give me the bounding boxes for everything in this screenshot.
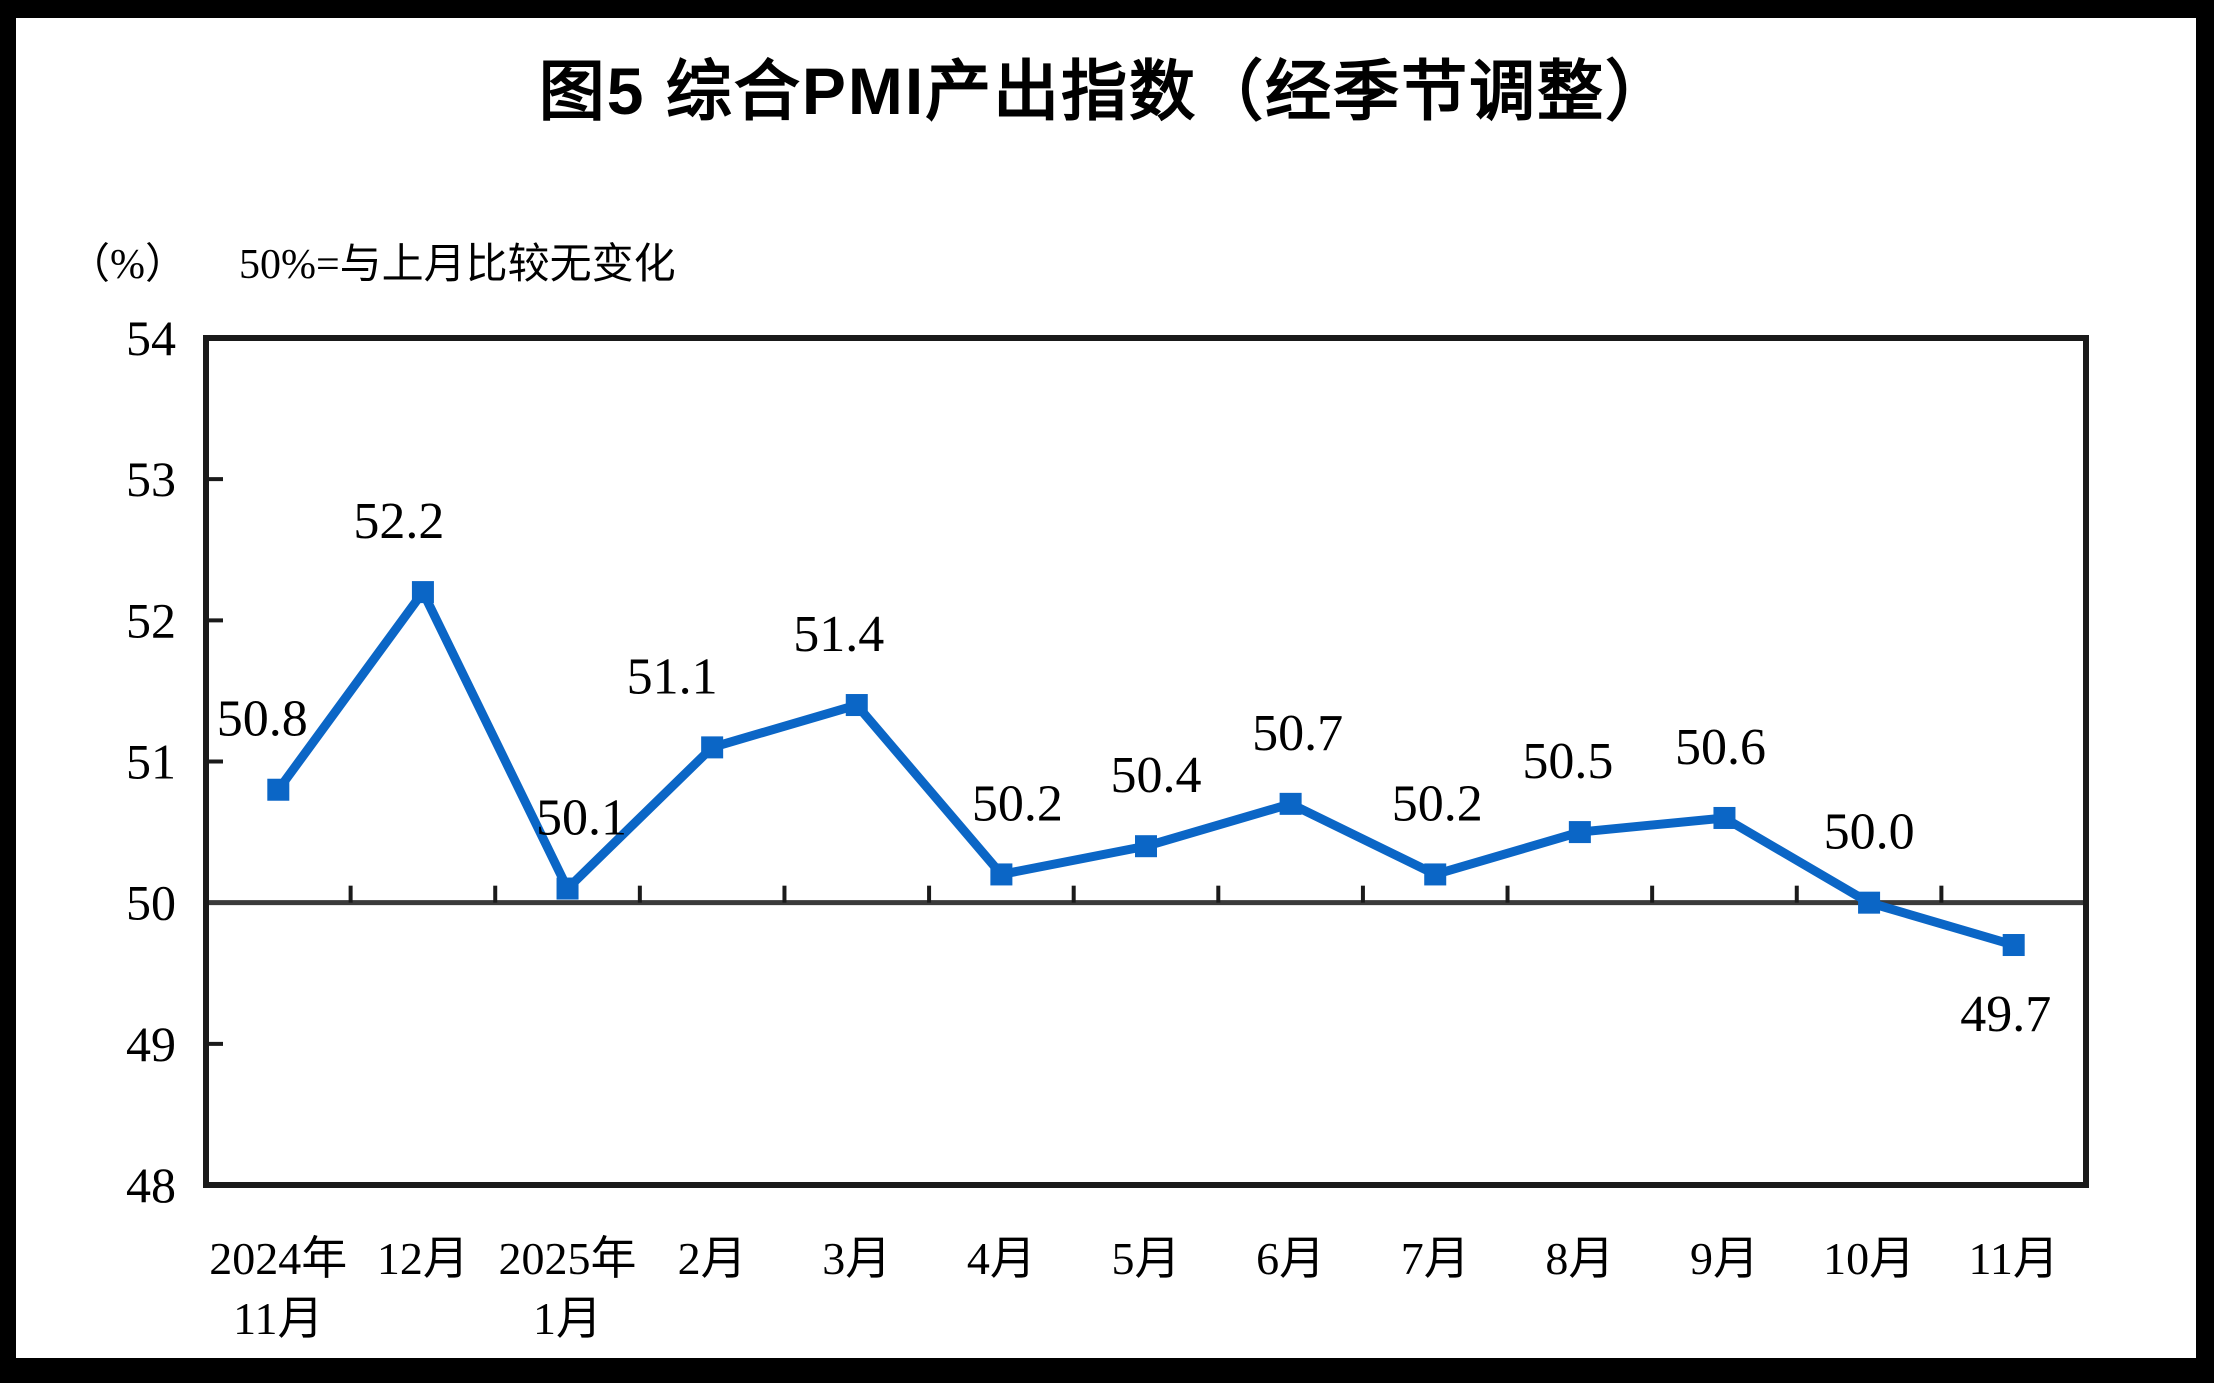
x-axis-label: 11月 xyxy=(233,1293,323,1344)
data-point-marker xyxy=(1858,891,1881,914)
chart-subtitle: （%） 50%=与上月比较无变化 xyxy=(68,230,676,291)
chart-canvas: 50.8 52.2 50.1 51.1 51.4 50.2 50.4 50.7 50.2 50.5… xyxy=(126,310,2089,1344)
y-axis-label: 54 xyxy=(126,310,176,366)
data-point-marker xyxy=(2002,934,2025,957)
data-label: 50.2 xyxy=(1392,775,1483,832)
data-point-marker xyxy=(701,736,724,759)
data-point-marker xyxy=(556,877,579,900)
data-point-marker xyxy=(267,778,290,801)
x-axis-label: 9月 xyxy=(1690,1233,1759,1284)
data-label: 50.0 xyxy=(1824,804,1915,861)
data-label: 50.8 xyxy=(217,691,308,748)
y-axis-label: 51 xyxy=(126,734,176,790)
data-point-marker xyxy=(1568,821,1591,844)
x-axis-label: 2025年 xyxy=(499,1233,637,1284)
data-point-marker xyxy=(1424,863,1447,886)
data-point-marker xyxy=(1713,806,1736,829)
x-axis-label: 5月 xyxy=(1112,1233,1181,1284)
data-label: 50.6 xyxy=(1675,719,1766,776)
data-point-marker xyxy=(1135,835,1157,858)
data-label: 51.1 xyxy=(627,648,718,705)
data-label: 50.4 xyxy=(1111,747,1202,804)
data-label: 50.2 xyxy=(972,775,1063,832)
data-label: 51.4 xyxy=(793,606,884,663)
unit-label: （%） xyxy=(68,242,187,288)
y-axis-label: 52 xyxy=(126,592,176,648)
x-axis-label: 2024年 xyxy=(209,1233,347,1284)
x-axis-label: 2月 xyxy=(678,1233,747,1284)
reference-note: 50%=与上月比较无变化 xyxy=(239,242,676,288)
x-axis-label: 8月 xyxy=(1545,1233,1614,1284)
y-axis-label: 50 xyxy=(126,875,176,931)
data-label: 49.7 xyxy=(1960,986,2051,1043)
data-label: 52.2 xyxy=(353,493,444,550)
data-point-marker xyxy=(990,863,1013,886)
x-axis-label: 12月 xyxy=(377,1233,469,1284)
x-axis-label: 10月 xyxy=(1823,1233,1915,1284)
x-axis-label: 11月 xyxy=(1969,1233,2059,1284)
plot-border xyxy=(203,335,2089,1188)
data-point-marker xyxy=(845,694,868,717)
y-axis-label: 49 xyxy=(126,1016,176,1072)
x-axis-label: 4月 xyxy=(967,1233,1036,1284)
data-label: 50.7 xyxy=(1252,705,1343,762)
x-axis-label: 7月 xyxy=(1401,1233,1470,1284)
data-point-marker xyxy=(411,581,434,604)
y-axis-label: 53 xyxy=(126,451,176,507)
data-point-marker xyxy=(1279,792,1302,815)
x-axis-label: 1月 xyxy=(533,1293,602,1344)
data-label: 50.1 xyxy=(536,790,627,847)
chart-title: 图5 综合PMI产出指数（经季节调整） xyxy=(538,54,1674,128)
data-label: 50.5 xyxy=(1522,733,1613,790)
x-axis-label: 3月 xyxy=(822,1233,891,1284)
x-axis-label: 6月 xyxy=(1256,1233,1325,1284)
y-axis-label: 48 xyxy=(126,1157,176,1213)
